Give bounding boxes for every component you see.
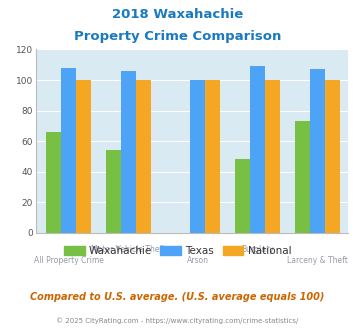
Text: Arson: Arson: [187, 255, 209, 265]
Bar: [190, 80, 205, 233]
Bar: [76, 80, 91, 233]
Bar: [46, 132, 61, 233]
Bar: [295, 121, 310, 233]
Text: © 2025 CityRating.com - https://www.cityrating.com/crime-statistics/: © 2025 CityRating.com - https://www.city…: [56, 317, 299, 324]
Bar: [121, 71, 136, 233]
Bar: [205, 80, 220, 233]
Text: All Property Crime: All Property Crime: [34, 255, 103, 265]
Bar: [265, 80, 280, 233]
Text: 2018 Waxahachie: 2018 Waxahachie: [112, 8, 243, 21]
Text: Larceny & Theft: Larceny & Theft: [288, 255, 348, 265]
Bar: [61, 68, 76, 233]
Bar: [250, 66, 265, 233]
Text: Burglary: Burglary: [241, 245, 274, 254]
Text: Compared to U.S. average. (U.S. average equals 100): Compared to U.S. average. (U.S. average …: [30, 292, 325, 302]
Bar: [310, 69, 326, 233]
Bar: [136, 80, 151, 233]
Bar: [235, 159, 250, 233]
Legend: Waxahachie, Texas, National: Waxahachie, Texas, National: [60, 242, 295, 260]
Bar: [326, 80, 340, 233]
Text: Property Crime Comparison: Property Crime Comparison: [74, 30, 281, 43]
Text: Motor Vehicle Theft: Motor Vehicle Theft: [92, 245, 166, 254]
Bar: [106, 150, 121, 233]
